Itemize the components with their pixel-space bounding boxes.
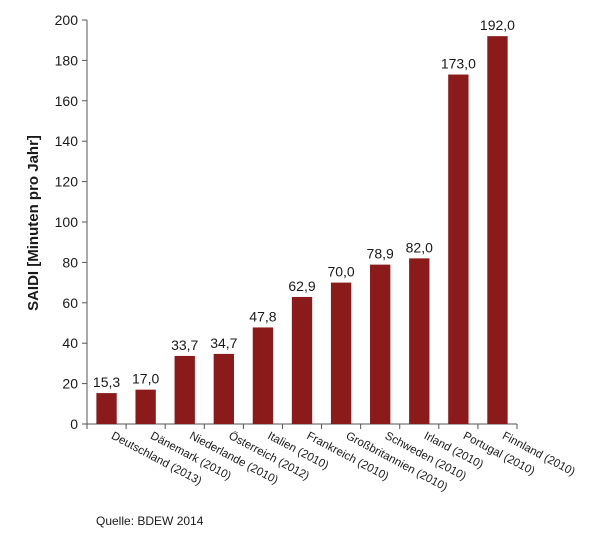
bar bbox=[213, 353, 234, 424]
y-tick-label: 200 bbox=[55, 12, 79, 28]
y-axis-label: SAIDI [Minuten pro Jahr] bbox=[25, 135, 42, 311]
data-label: 47,8 bbox=[249, 308, 276, 324]
bar bbox=[409, 258, 430, 424]
bar bbox=[252, 327, 274, 424]
data-label: 15,3 bbox=[93, 374, 120, 390]
bar bbox=[370, 264, 391, 424]
y-tick-label: 120 bbox=[55, 174, 79, 190]
y-axis: 0 20 40 60 80 100 120 140 160 180 200 bbox=[55, 12, 88, 432]
y-tick-label: 20 bbox=[62, 376, 78, 392]
data-label: 173,0 bbox=[441, 56, 476, 72]
bar bbox=[291, 296, 313, 424]
data-label: 33,7 bbox=[171, 337, 198, 353]
bar bbox=[96, 393, 117, 424]
data-label: 62,9 bbox=[288, 278, 315, 294]
category-labels: Deutschland (2013)Dänemark (2010)Niederl… bbox=[109, 430, 577, 494]
y-tick-label: 140 bbox=[55, 133, 79, 149]
data-label: 192,0 bbox=[480, 17, 515, 33]
data-label: 34,7 bbox=[210, 335, 237, 351]
y-tick-label: 40 bbox=[62, 335, 78, 351]
bar bbox=[135, 389, 156, 424]
source-note: Quelle: BDEW 2014 bbox=[96, 514, 204, 528]
bars bbox=[96, 36, 508, 424]
y-tick-label: 60 bbox=[62, 295, 78, 311]
y-tick-label: 180 bbox=[55, 52, 79, 68]
data-label: 17,0 bbox=[132, 371, 159, 387]
bar bbox=[487, 36, 508, 424]
data-label: 82,0 bbox=[406, 239, 433, 255]
y-tick-label: 100 bbox=[55, 214, 79, 230]
x-axis bbox=[86, 423, 518, 429]
bar bbox=[330, 282, 352, 424]
bar bbox=[174, 355, 195, 424]
y-tick-label: 80 bbox=[62, 254, 78, 270]
data-label: 70,0 bbox=[327, 264, 354, 280]
bar bbox=[448, 74, 469, 424]
data-labels: 15,3 17,0 33,7 34,7 47,8 62,9 70,0 78,9 82,0 173,… bbox=[93, 17, 515, 390]
y-tick-label: 160 bbox=[55, 93, 79, 109]
y-tick-label: 0 bbox=[70, 416, 78, 432]
data-label: 78,9 bbox=[367, 246, 394, 262]
